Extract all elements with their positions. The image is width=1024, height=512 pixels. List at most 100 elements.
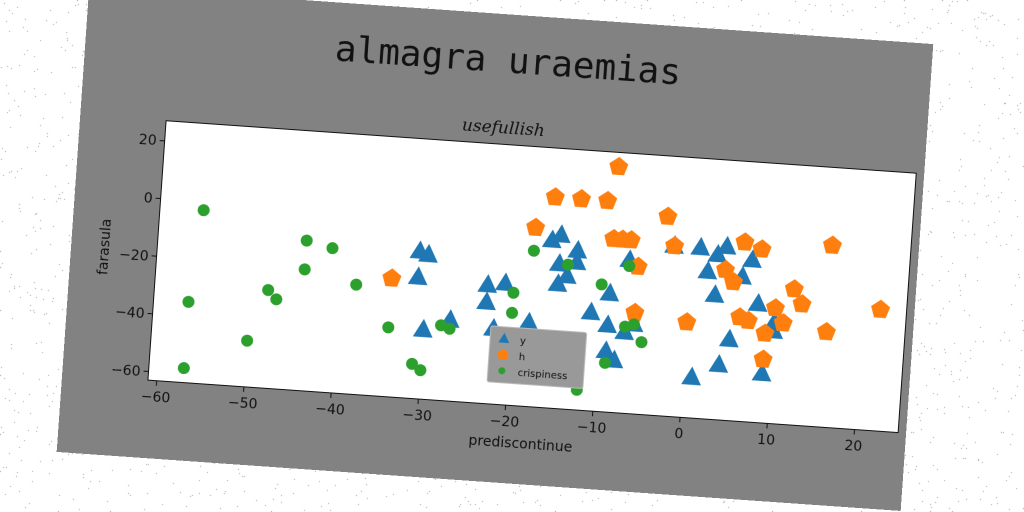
data-point-crispiness	[595, 278, 608, 291]
data-point-h	[724, 272, 744, 291]
x-tick-label: 0	[674, 426, 684, 443]
data-point-crispiness	[262, 284, 275, 297]
data-point-y	[409, 240, 430, 260]
data-point-y	[599, 282, 620, 302]
data-point-y	[580, 301, 601, 321]
data-point-y	[477, 274, 498, 293]
data-point-h	[766, 298, 786, 317]
data-point-y	[518, 311, 539, 331]
data-point-y	[567, 239, 588, 259]
data-point-crispiness	[561, 258, 574, 271]
data-point-crispiness	[241, 334, 254, 347]
x-tick-label: −10	[576, 419, 607, 437]
data-point-y	[716, 235, 737, 255]
data-point-y	[742, 249, 762, 269]
x-tick-label: 10	[757, 432, 776, 449]
data-point-h	[572, 189, 592, 208]
data-point-crispiness	[177, 362, 190, 375]
data-point-h	[755, 323, 775, 342]
legend-label: y	[520, 336, 527, 347]
x-tick-label: −20	[489, 413, 520, 431]
data-point-h	[716, 259, 736, 279]
data-point-y	[595, 340, 616, 360]
data-point-crispiness	[507, 286, 520, 299]
data-point-h	[871, 299, 891, 319]
data-point-h	[628, 256, 648, 276]
data-point-crispiness	[270, 293, 283, 306]
data-point-crispiness	[527, 244, 540, 257]
y-tick-label: −40	[114, 304, 145, 322]
data-point-h	[735, 232, 755, 251]
data-point-h	[677, 312, 697, 331]
y-tick-label: 0	[143, 190, 153, 207]
data-point-y	[718, 328, 739, 348]
data-point-crispiness	[406, 357, 419, 370]
data-point-y	[476, 291, 496, 311]
data-point-crispiness	[382, 321, 395, 334]
data-point-y	[407, 266, 428, 286]
data-point-h	[625, 302, 645, 322]
data-point-h	[816, 322, 836, 341]
data-point-crispiness	[182, 295, 195, 308]
data-point-crispiness	[619, 433, 632, 446]
legend-label: crispiness	[517, 368, 567, 382]
data-point-h	[773, 313, 793, 332]
legend-marker-h	[497, 348, 509, 360]
legend-marker-crispiness	[498, 367, 506, 375]
data-point-y	[681, 366, 701, 386]
plot-area	[147, 120, 917, 434]
data-point-h	[823, 235, 842, 255]
data-point-crispiness	[635, 336, 648, 349]
x-tick-label: −60	[140, 389, 171, 407]
x-tick-label: −50	[227, 395, 258, 413]
x-tick-label: −40	[315, 401, 346, 419]
data-point-crispiness	[326, 242, 339, 255]
data-point-h	[784, 279, 804, 298]
y-axis-label: farasula	[95, 218, 115, 275]
data-point-h	[598, 190, 618, 210]
x-axis-label: prediscontinue	[468, 433, 573, 456]
data-point-y	[690, 236, 711, 256]
chart-figure: almagra uraemias usefullish −60 −50 −40 −30…	[56, 0, 934, 511]
data-point-h	[753, 349, 773, 368]
y-tick-label: −20	[119, 247, 150, 265]
data-point-y	[704, 284, 725, 304]
legend: yh crispiness	[486, 325, 588, 389]
plot-marks	[177, 156, 891, 446]
data-point-h	[752, 239, 772, 258]
data-point-crispiness	[623, 260, 636, 273]
data-point-y	[697, 260, 718, 280]
legend-label: h	[518, 352, 525, 363]
x-tick-label: −30	[402, 407, 433, 425]
y-tick-label: −60	[110, 362, 141, 380]
data-point-crispiness	[298, 263, 311, 276]
data-point-y	[412, 318, 433, 338]
data-point-crispiness	[506, 306, 519, 319]
data-point-y	[597, 314, 617, 334]
data-point-y	[556, 265, 577, 285]
data-point-y	[541, 229, 562, 249]
y-tick-label: 20	[138, 132, 157, 149]
data-point-h	[792, 294, 812, 313]
x-tick-label: 20	[844, 438, 863, 455]
data-point-h	[526, 217, 546, 237]
data-point-crispiness	[443, 322, 456, 335]
data-point-h	[545, 187, 565, 206]
legend-box	[486, 325, 588, 389]
data-point-crispiness	[197, 204, 210, 217]
data-point-crispiness	[414, 364, 427, 377]
data-point-y	[550, 224, 571, 244]
data-point-h	[382, 268, 402, 287]
legend-marker-y	[498, 332, 510, 344]
data-point-h	[609, 156, 629, 176]
data-point-h	[621, 230, 641, 249]
data-point-h	[738, 310, 758, 330]
data-point-y	[751, 362, 772, 382]
data-point-y	[494, 272, 515, 292]
plot-svg: −60 −50 −40 −30 −20 −10 0 10 20 −60 −40 −20 0 20 predi…	[95, 120, 917, 456]
data-point-crispiness	[627, 318, 640, 331]
data-point-y	[708, 354, 729, 373]
data-point-crispiness	[300, 234, 313, 247]
data-point-y	[747, 293, 768, 312]
data-point-crispiness	[598, 356, 611, 369]
